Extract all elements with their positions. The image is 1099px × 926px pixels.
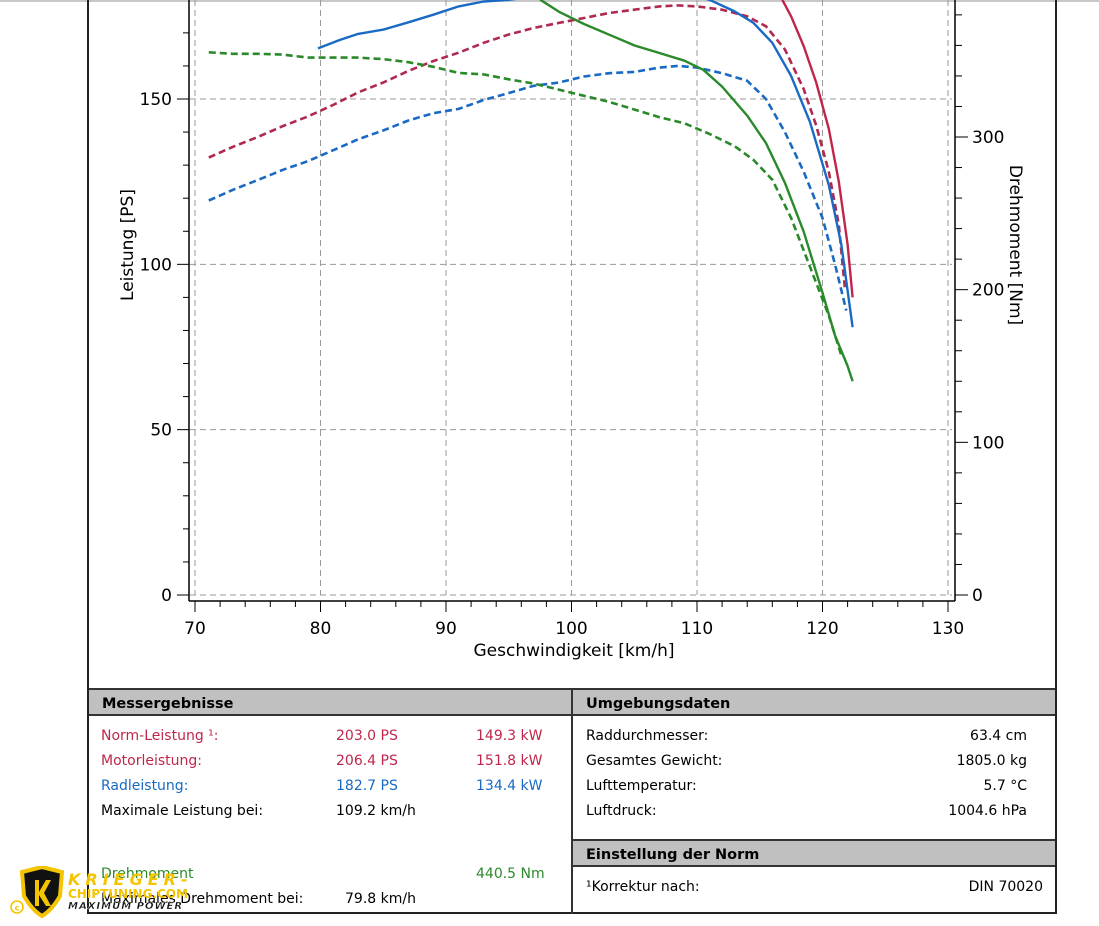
krieger-logo: c KRIEGER- CHIPTUNING.COM MAXIMUM POWER <box>8 864 188 920</box>
norm-title: Einstellung der Norm <box>573 839 1055 867</box>
series-line-drehmoment-schlepp <box>208 51 843 356</box>
environment-label: Lufttemperatur: <box>586 778 697 794</box>
environment-value: 1004.6 hPa <box>948 803 1027 819</box>
environment-value: 1805.0 kg <box>956 753 1027 769</box>
x-tick-label: 110 <box>681 619 713 639</box>
axes: 70 80 90 100 110 120 130 0 50 100 150 0 100 200 300 <box>140 0 1004 639</box>
result-kw-value: 149.3 kW <box>476 728 543 744</box>
max-torque-label: Maximales Drehmoment bei: <box>101 891 304 907</box>
series-line-norm-leistung <box>781 0 854 298</box>
result-ps-value: 206.4 PS <box>336 753 398 769</box>
norm-panel: Einstellung der Norm ¹Korrektur nach: DI… <box>573 839 1055 914</box>
logo-line2: CHIPTUNING.COM <box>68 887 188 901</box>
environment-label: Raddurchmesser: <box>586 728 709 744</box>
x-tick-label: 120 <box>806 619 838 639</box>
dyno-chart: 70 80 90 100 110 120 130 0 50 100 150 0 100 200 300 Ge… <box>118 0 1025 661</box>
y2-tick-label: 300 <box>972 128 1004 148</box>
x-tick-label: 130 <box>932 619 964 639</box>
logo-line1: KRIEGER- <box>68 870 193 889</box>
top-border <box>0 0 1099 2</box>
series-line-radleistung-schlepp <box>208 64 848 311</box>
environment-value: 5.7 °C <box>983 778 1028 794</box>
y2-axis-title: Drehmoment [Nm] <box>1005 165 1025 325</box>
y2-tick-label: 100 <box>972 433 1004 453</box>
messergebnisse-title: Messergebnisse <box>89 688 571 716</box>
result-ps-value: 203.0 PS <box>336 728 398 744</box>
y-tick-label: 0 <box>161 586 172 606</box>
series-layer <box>208 0 854 382</box>
x-axis-title: Geschwindigkeit [km/h] <box>474 641 675 661</box>
svg-text:c: c <box>15 904 20 913</box>
y-tick-label: 100 <box>140 255 172 275</box>
result-label: Maximale Leistung bei: <box>101 803 264 819</box>
x-tick-label: 80 <box>310 619 332 639</box>
umgebungsdaten-panel: Umgebungsdaten Raddurchmesser: 63.4 cm Ges… <box>573 688 1055 838</box>
norm-label: ¹Korrektur nach: <box>586 879 700 895</box>
result-label: Motorleistung: <box>101 753 202 769</box>
torque-label: Drehmoment <box>101 866 194 882</box>
y-axis-title: Leistung [PS] <box>118 189 138 301</box>
norm-value: DIN 70020 <box>968 879 1043 895</box>
y2-tick-label: 200 <box>972 281 1004 301</box>
environment-label: Gesamtes Gewicht: <box>586 753 723 769</box>
y-tick-label: 150 <box>140 90 172 110</box>
umgebungsdaten-title: Umgebungsdaten <box>573 688 1055 716</box>
result-label: Radleistung: <box>101 778 189 794</box>
panel-divider <box>571 688 573 914</box>
result-kw-value: 151.8 kW <box>476 753 543 769</box>
result-ps-value: 109.2 km/h <box>336 803 416 819</box>
result-label: Norm-Leistung ¹: <box>101 728 219 744</box>
x-tick-label: 100 <box>555 619 587 639</box>
logo-line3: MAXIMUM POWER <box>68 901 184 912</box>
torque-value: 440.5 Nm <box>476 866 545 882</box>
environment-label: Luftdruck: <box>586 803 657 819</box>
result-kw-value: 134.4 kW <box>476 778 543 794</box>
x-tick-label: 70 <box>184 619 206 639</box>
grid <box>190 0 952 596</box>
y-tick-label: 50 <box>150 421 172 441</box>
messergebnisse-panel: Messergebnisse Norm-Leistung ¹: 203.0 PS 1… <box>89 688 571 914</box>
series-line-drehmoment <box>539 0 854 382</box>
series-line-radleistung <box>317 0 854 328</box>
environment-value: 63.4 cm <box>970 728 1027 744</box>
max-torque-value: 79.8 km/h <box>345 891 416 907</box>
x-tick-label: 90 <box>435 619 457 639</box>
krieger-shield-icon: c <box>10 864 65 919</box>
result-ps-value: 182.7 PS <box>336 778 398 794</box>
series-line-motorleistung-verlust <box>208 4 847 291</box>
y2-tick-label: 0 <box>972 586 983 606</box>
